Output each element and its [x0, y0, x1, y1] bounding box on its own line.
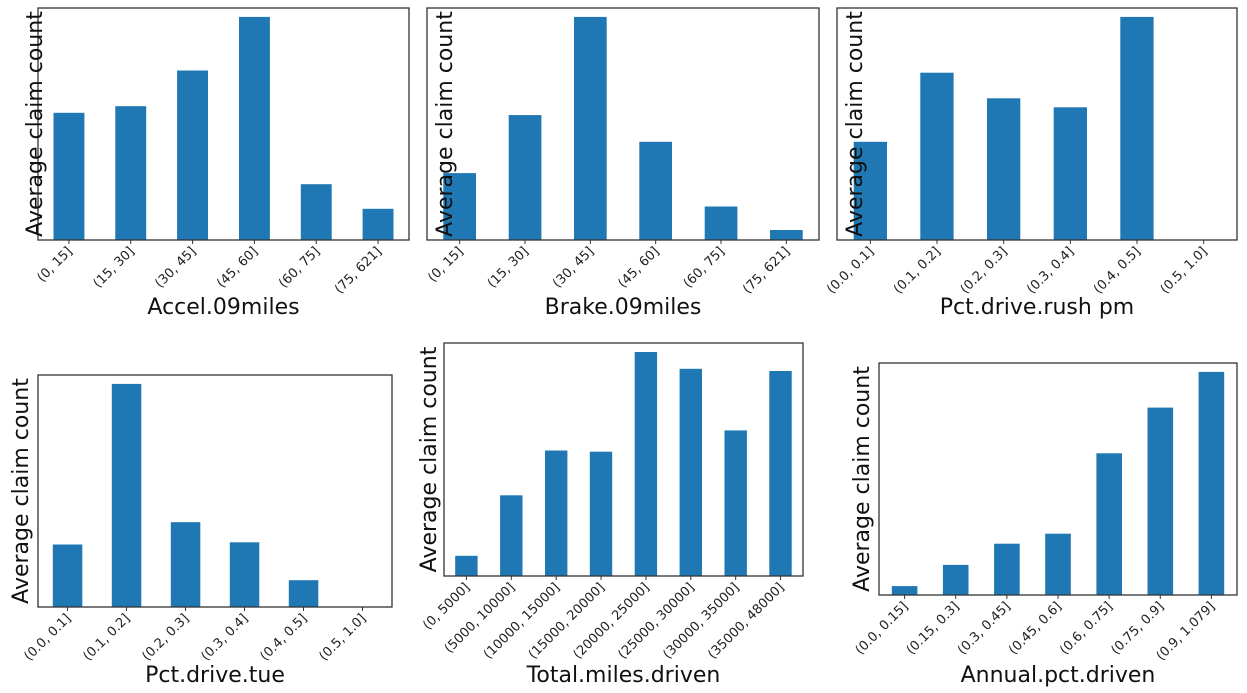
x-tick-label: (0.4, 0.5] [1091, 244, 1144, 297]
x-tick-label: (75, 621] [332, 244, 385, 297]
bar [115, 106, 147, 240]
x-tick-label: (0.3, 0.4] [198, 611, 251, 664]
bar [508, 115, 542, 240]
chart-panel: (0.0, 0.1] (0.1, 0.2] (0.2, 0.3] (0.3, 0.4]… [9, 374, 393, 688]
bar [853, 141, 887, 240]
bar [589, 451, 613, 576]
plot-frame [37, 374, 393, 608]
bar [545, 450, 568, 576]
bar [362, 208, 394, 240]
bar [300, 184, 332, 240]
chart-panel: (0.0, 0.15](0.15, 0.3](0.3, 0.45](0.45, … [850, 362, 1238, 688]
bar [455, 555, 478, 576]
bar [891, 586, 918, 595]
x-tick-label: (45, 60] [616, 244, 663, 291]
bar [679, 368, 702, 576]
bar [1053, 107, 1087, 240]
bar [170, 522, 201, 607]
bar [52, 544, 83, 607]
plot-frame [836, 7, 1238, 241]
bar [574, 16, 607, 241]
bar [1096, 453, 1122, 595]
x-tick-label: (60, 75] [681, 244, 728, 291]
x-axis-label: Accel.09miles [147, 295, 299, 320]
y-axis-label: Average claim count [433, 11, 458, 237]
x-tick-label: (35000, 48000] [705, 580, 787, 662]
bar [443, 173, 476, 240]
x-axis-label: Annual.pct.driven [961, 663, 1156, 688]
y-axis-label: Average claim count [417, 346, 442, 572]
bar [239, 16, 270, 241]
x-tick-label: (10000, 15000] [481, 580, 563, 662]
x-tick-label: (0.15, 0.3] [904, 599, 963, 658]
bar [987, 98, 1021, 240]
x-tick-label: (0.4, 0.5] [257, 611, 310, 664]
x-tick-label: (45, 60] [214, 244, 261, 291]
bar [288, 580, 319, 607]
plot-frame [443, 342, 804, 577]
bar [994, 543, 1020, 595]
chart-panel: (0, 15] (15, 30] (30, 45] (45, 60] (60, 75] (… [425, 7, 820, 320]
bar [942, 564, 969, 595]
x-tick-label: (75, 621] [740, 244, 793, 297]
x-tick-label: (0.5, 1.0] [1158, 244, 1211, 297]
y-axis-label: Average claim count [9, 378, 34, 604]
x-tick-label: (0.0, 0.1] [21, 611, 74, 664]
x-tick-label: (15000, 20000] [526, 580, 608, 662]
bar [229, 542, 260, 607]
plot-frame [37, 7, 410, 241]
x-axis-label: Pct.drive.tue [145, 663, 285, 688]
x-tick-label: (0.45, 0.6] [1006, 599, 1065, 658]
x-tick-label: (0.2, 0.3] [139, 611, 192, 664]
x-tick-label: (30000, 35000] [660, 580, 742, 662]
chart-panel: (0.0, 0.1] (0.1, 0.2] (0.2, 0.3] (0.3, 0.4]… [824, 7, 1238, 320]
x-tick-label: (20000, 25000] [571, 580, 653, 662]
bar [111, 383, 142, 607]
x-tick-label: (60, 75] [276, 244, 323, 291]
bar [53, 112, 85, 240]
x-tick-label: (30, 45] [152, 244, 199, 291]
x-tick-label: (0.0, 0.1] [824, 244, 877, 297]
x-tick-label: (0, 15] [425, 244, 466, 285]
bar [724, 430, 747, 576]
bar [1198, 371, 1225, 595]
x-tick-label: (0.2, 0.3] [958, 244, 1011, 297]
bar [920, 72, 954, 240]
x-tick-label: (0.3, 0.4] [1024, 244, 1077, 297]
bar [177, 70, 208, 240]
y-axis-label: Average claim count [23, 11, 48, 237]
chart-panel: (0, 5000](5000, 10000](10000, 15000](150… [417, 342, 804, 688]
x-axis-label: Pct.drive.rush pm [940, 295, 1134, 320]
y-axis-label: Average claim count [843, 11, 868, 237]
bar [770, 230, 803, 240]
bar [639, 141, 672, 240]
bar [1120, 16, 1154, 241]
bar [704, 206, 738, 240]
x-axis-label: Brake.09miles [545, 295, 702, 320]
bar [1045, 533, 1071, 595]
x-axis-label: Total.miles.driven [526, 663, 721, 688]
x-tick-label: (0.1, 0.2] [891, 244, 944, 297]
bar [500, 495, 523, 576]
x-tick-label: (0.3, 0.45] [955, 599, 1014, 658]
x-tick-label: (0.5, 1.0] [316, 611, 369, 664]
x-tick-label: (0.1, 0.2] [80, 611, 133, 664]
bar [769, 371, 792, 576]
x-tick-label: (0.0, 0.15] [853, 599, 912, 658]
x-tick-label: (30, 45] [550, 244, 597, 291]
x-tick-label: (0, 15] [35, 244, 76, 285]
bar [634, 352, 658, 576]
x-tick-label: (25000, 30000] [616, 580, 698, 662]
plot-frame [426, 7, 820, 241]
x-tick-label: (15, 30] [485, 244, 532, 291]
chart-panel: (0, 15] (15, 30] (30, 45] (45, 60] (60, 75](… [23, 7, 410, 320]
x-tick-label: (0.6, 0.75] [1057, 599, 1116, 658]
y-axis-label: Average claim count [850, 366, 875, 592]
x-tick-label: (15, 30] [91, 244, 138, 291]
bar [1147, 407, 1174, 595]
